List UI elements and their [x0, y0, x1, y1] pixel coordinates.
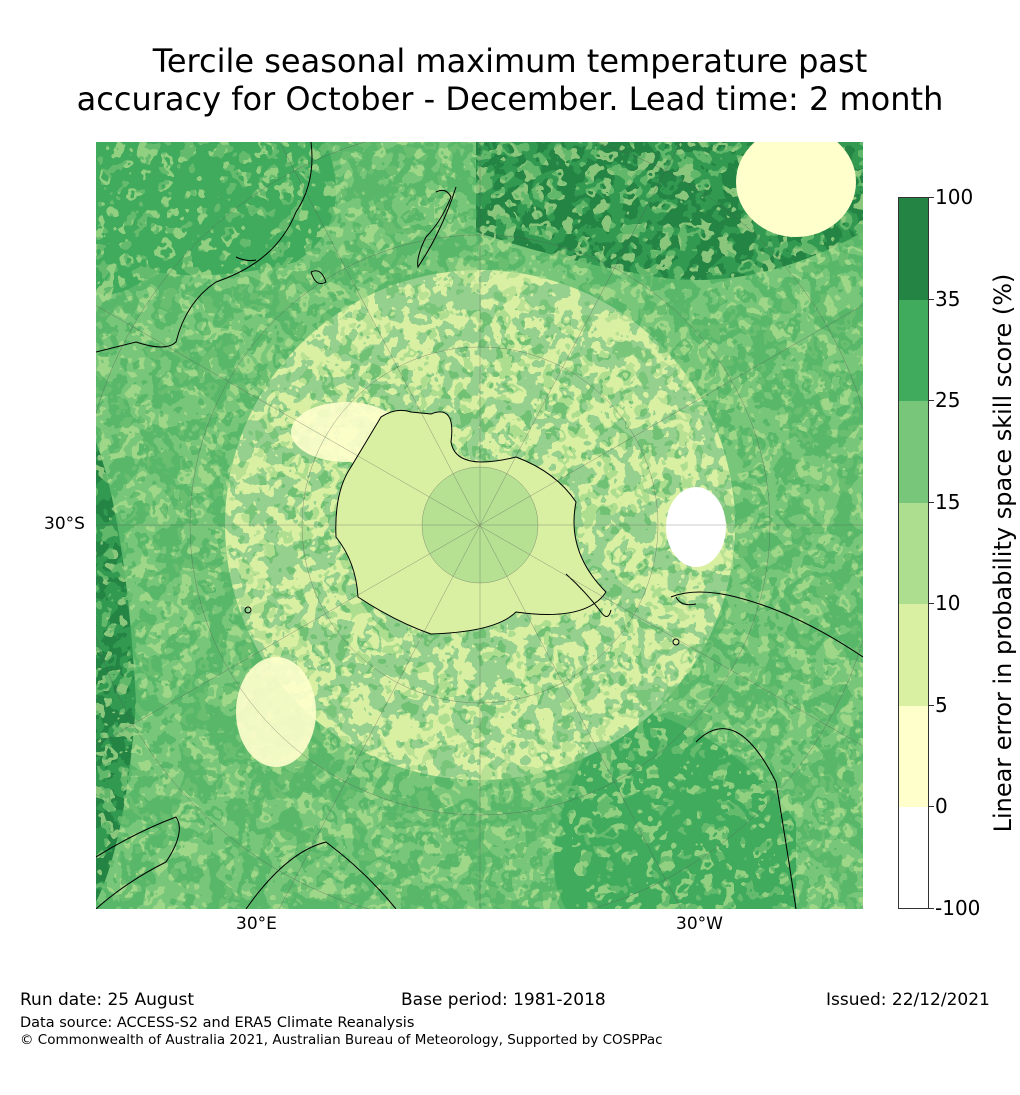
colorbar-tick: 100: [935, 185, 974, 209]
latitude-label-30s: 30°S: [44, 514, 85, 534]
polar-skill-map: [96, 142, 863, 909]
copyright: © Commonwealth of Australia 2021, Austra…: [20, 1032, 663, 1048]
colorbar-tick: 10: [935, 591, 961, 615]
colorbar: [898, 197, 929, 909]
colorbar-tick: 15: [935, 490, 961, 514]
data-source: Data source: ACCESS-S2 and ERA5 Climate …: [20, 1015, 415, 1031]
colorbar-label: Linear error in probability space skill …: [989, 273, 1017, 833]
colorbar-tick: 35: [935, 287, 961, 311]
colorbar-bin-35-100: [899, 198, 928, 300]
colorbar-tick: 0: [935, 794, 948, 818]
colorbar-tick: 25: [935, 388, 961, 412]
skill-patch: [666, 487, 726, 567]
colorbar-bin-25-35: [899, 300, 928, 401]
base-period: Base period: 1981-2018: [401, 990, 606, 1010]
colorbar-bin-0-5: [899, 706, 928, 807]
colorbar-bin-5-10: [899, 604, 928, 706]
colorbar-bin-15-25: [899, 401, 928, 503]
skill-patch: [736, 142, 856, 237]
run-date: Run date: 25 August: [20, 990, 194, 1010]
colorbar-tick: 5: [935, 693, 948, 717]
longitude-label-30e: 30°E: [236, 914, 277, 934]
colorbar-bin-neg100-0: [899, 807, 928, 908]
colorbar-tick: -100: [935, 896, 981, 920]
longitude-label-30w: 30°W: [676, 914, 723, 934]
skill-patch: [236, 657, 316, 767]
issued-date: Issued: 22/12/2021: [826, 990, 990, 1010]
graticule: [96, 142, 863, 909]
coastlines: [96, 142, 863, 909]
map-title-line-2: accuracy for October - December. Lead ti…: [76, 80, 944, 118]
map-title-line-1: Tercile seasonal maximum temperature pas…: [152, 42, 868, 80]
colorbar-bin-10-15: [899, 503, 928, 604]
